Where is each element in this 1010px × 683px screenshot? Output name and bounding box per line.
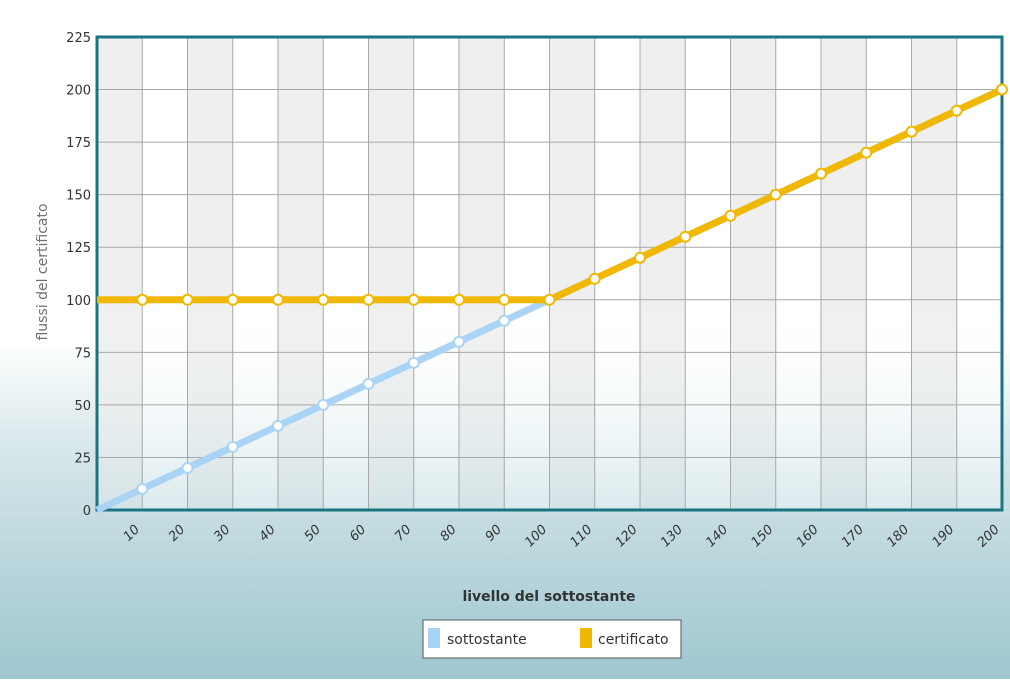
y-tick-label: 125 bbox=[66, 241, 91, 256]
point-sottostante bbox=[317, 398, 330, 411]
point-sottostante bbox=[272, 419, 284, 432]
point-certificato bbox=[136, 293, 149, 306]
point-certificato bbox=[860, 146, 873, 159]
y-tick-label: 50 bbox=[74, 399, 91, 414]
plot-frame bbox=[95, 35, 1004, 512]
point-certificato bbox=[996, 83, 1008, 96]
point-sottostante bbox=[226, 440, 239, 453]
x-axis-label: livello del sottostante bbox=[462, 589, 635, 605]
point-certificato bbox=[181, 293, 194, 306]
point-sottostante bbox=[136, 482, 149, 495]
point-certificato bbox=[769, 188, 782, 201]
point-certificato bbox=[679, 230, 692, 243]
point-certificato bbox=[588, 272, 601, 285]
y-tick-label: 75 bbox=[74, 346, 91, 361]
y-tick-label: 100 bbox=[66, 294, 91, 309]
point-certificato bbox=[453, 293, 465, 306]
y-tick-label: 0 bbox=[83, 504, 91, 519]
point-sottostante bbox=[181, 461, 194, 474]
legend-label-certificato: certificato bbox=[598, 632, 669, 648]
legend-box bbox=[422, 619, 682, 659]
legend: sottostante certificato bbox=[422, 619, 682, 659]
point-certificato bbox=[407, 293, 420, 306]
point-certificato bbox=[317, 293, 330, 306]
y-tick-label: 25 bbox=[74, 451, 91, 466]
y-tick-label: 225 bbox=[66, 31, 91, 46]
point-certificato bbox=[905, 125, 918, 138]
y-tick-label: 175 bbox=[66, 136, 91, 151]
point-certificato bbox=[226, 293, 239, 306]
point-sottostante bbox=[407, 356, 420, 369]
y-axis-label: flussi del certificato bbox=[35, 203, 51, 340]
point-certificato bbox=[543, 293, 556, 306]
point-sottostante bbox=[362, 377, 375, 390]
point-sottostante bbox=[453, 335, 465, 348]
point-certificato bbox=[724, 209, 737, 222]
legend-swatch-certificato bbox=[580, 628, 592, 648]
point-certificato bbox=[950, 104, 963, 117]
y-axis-ticks: 0 25 50 75 100 125 150 175 200 225 bbox=[66, 31, 91, 519]
point-certificato bbox=[272, 293, 284, 306]
y-tick-label: 150 bbox=[66, 189, 91, 204]
point-certificato bbox=[815, 167, 827, 180]
legend-swatch-sottostante bbox=[428, 628, 440, 648]
point-certificato bbox=[634, 251, 646, 264]
series-layer bbox=[95, 83, 1008, 514]
y-tick-label: 200 bbox=[66, 84, 91, 99]
legend-label-sottostante: sottostante bbox=[447, 632, 527, 648]
point-sottostante bbox=[498, 314, 511, 327]
point-certificato bbox=[498, 293, 511, 306]
grid-lines bbox=[97, 36, 1003, 511]
point-certificato bbox=[362, 293, 375, 306]
